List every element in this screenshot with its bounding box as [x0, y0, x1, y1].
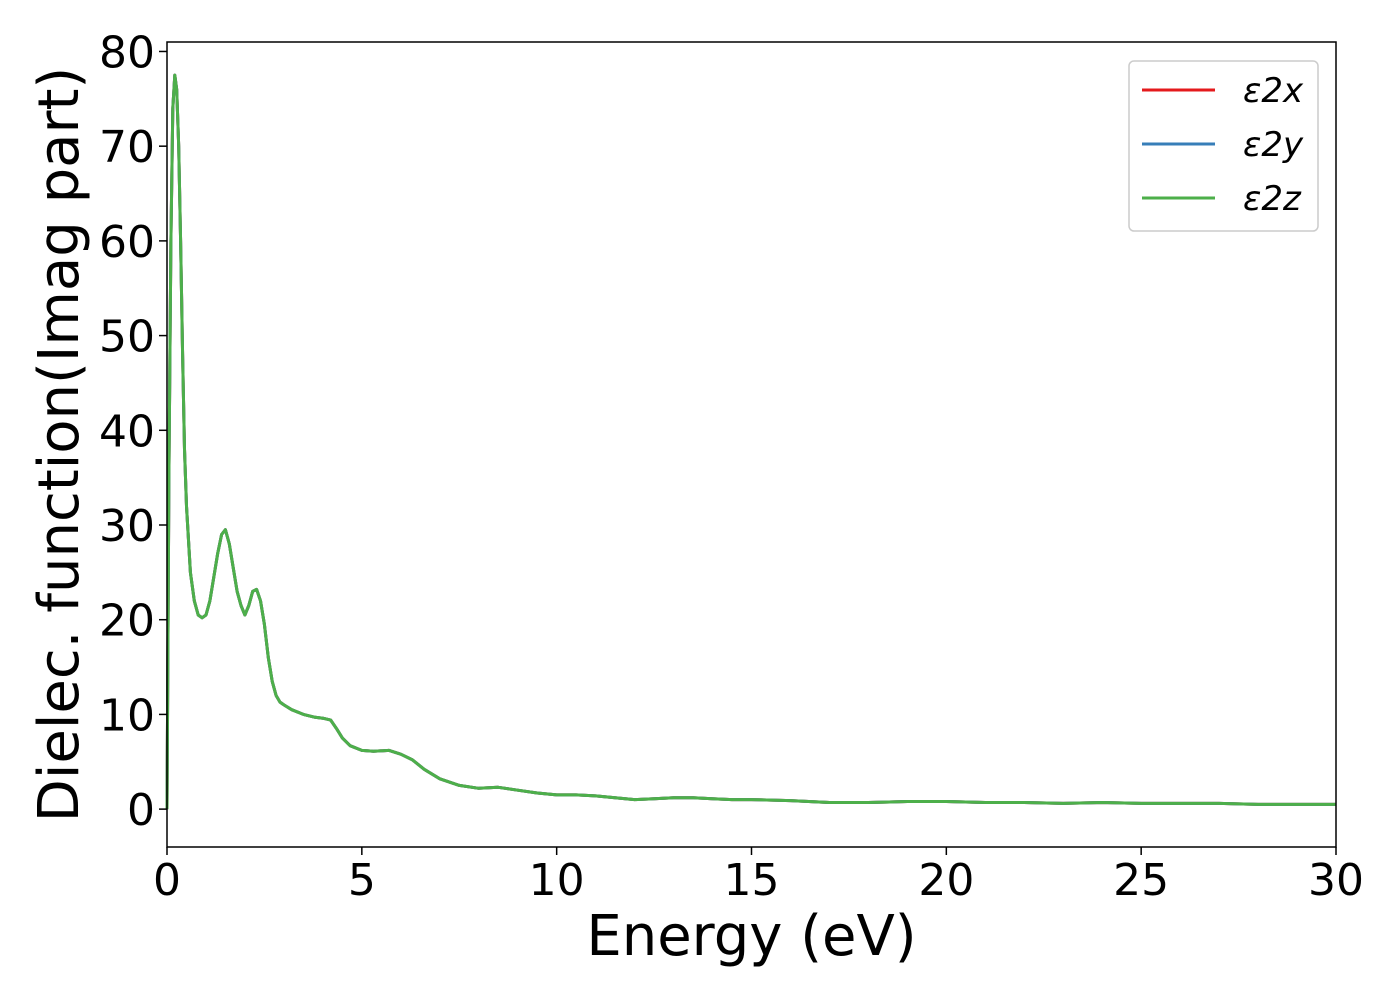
- legend-item: ε2y: [1142, 125, 1304, 165]
- y-tick-label: 30: [99, 501, 155, 552]
- y-tick-label: 20: [99, 596, 155, 647]
- legend-label: ε2x: [1243, 71, 1304, 111]
- legend-label: ε2z: [1243, 179, 1302, 219]
- x-axis-label: Energy (eV): [586, 904, 916, 969]
- x-tick-label: 10: [529, 855, 585, 906]
- y-tick-label: 80: [99, 27, 155, 78]
- legend-items: ε2x ε2y ε2z: [1142, 71, 1304, 219]
- legend-item: ε2z: [1142, 179, 1302, 219]
- x-tick-label: 30: [1308, 855, 1364, 906]
- y-tick-label: 0: [127, 785, 155, 836]
- x-tick-label: 5: [348, 855, 376, 906]
- legend: ε2x ε2y ε2z: [1128, 60, 1319, 232]
- x-tick-label: 20: [918, 855, 974, 906]
- x-tick-label: 25: [1113, 855, 1169, 906]
- y-axis: 0 10 20 30 40 50 60 70 80: [99, 27, 167, 836]
- legend-label: ε2y: [1243, 125, 1304, 165]
- legend-frame: [1128, 60, 1319, 232]
- series-line-3: [165, 73, 1336, 810]
- y-tick-label: 10: [99, 690, 155, 741]
- y-tick-label: 60: [99, 217, 155, 268]
- legend-item: ε2x: [1142, 71, 1304, 111]
- y-tick-label: 40: [99, 406, 155, 457]
- y-tick-label: 70: [99, 122, 155, 173]
- x-axis: 0 5 10 15 20 25 30: [153, 847, 1364, 906]
- y-tick-label: 50: [99, 312, 155, 363]
- x-tick-label: 15: [724, 855, 780, 906]
- y-axis-label: Dielec. function(Imag part): [27, 67, 92, 823]
- x-tick-label: 0: [153, 855, 181, 906]
- series-layer: [165, 73, 1336, 810]
